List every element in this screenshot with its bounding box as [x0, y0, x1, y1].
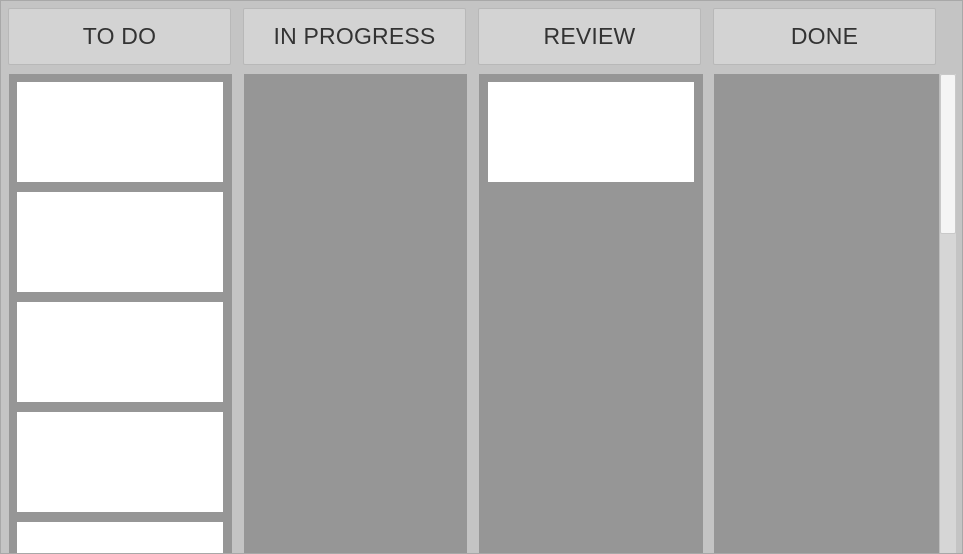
column-title-in-progress: IN PROGRESS [273, 23, 436, 49]
scrollbar-thumb[interactable] [940, 74, 956, 234]
lane-done[interactable] [714, 74, 939, 553]
task-card[interactable] [17, 412, 223, 512]
column-header-todo[interactable]: TO DO [8, 8, 231, 65]
lane-review[interactable] [479, 74, 703, 553]
task-card[interactable] [488, 82, 694, 182]
task-card[interactable] [17, 82, 223, 182]
column-title-review: REVIEW [543, 23, 636, 49]
task-card[interactable] [17, 522, 223, 553]
task-card[interactable] [17, 192, 223, 292]
column-title-done: DONE [790, 23, 859, 49]
column-header-review[interactable]: REVIEW [478, 8, 701, 65]
lane-in-progress[interactable] [244, 74, 467, 553]
column-title-todo: TO DO [82, 23, 157, 49]
vertical-scrollbar[interactable] [939, 74, 956, 553]
column-header-done[interactable]: DONE [713, 8, 936, 65]
lane-todo[interactable] [9, 74, 232, 553]
column-header-in-progress[interactable]: IN PROGRESS [243, 8, 466, 65]
task-card[interactable] [17, 302, 223, 402]
